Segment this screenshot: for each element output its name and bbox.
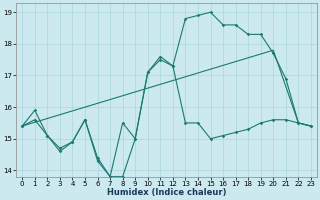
X-axis label: Humidex (Indice chaleur): Humidex (Indice chaleur) <box>107 188 226 197</box>
